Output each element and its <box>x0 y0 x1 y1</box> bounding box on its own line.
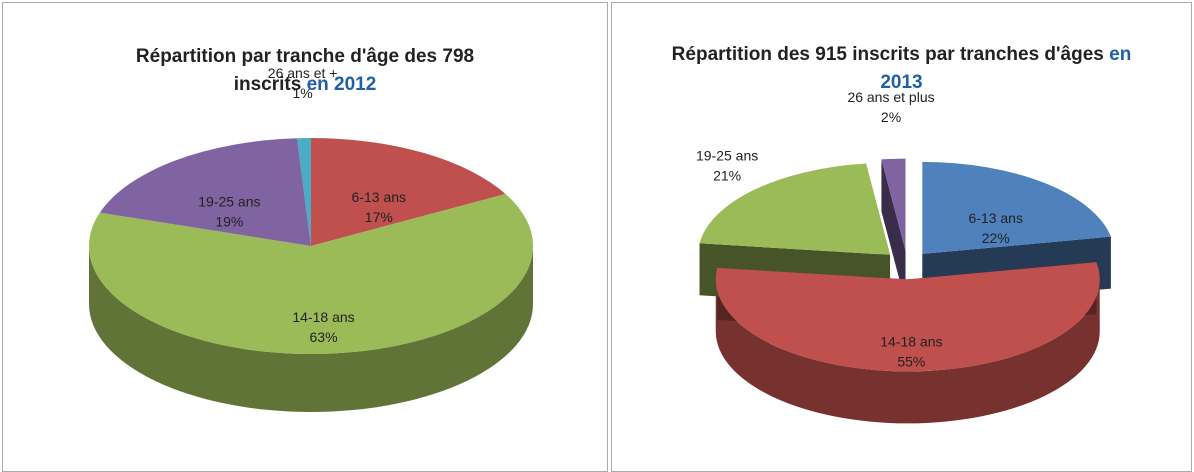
pie-face <box>881 159 906 303</box>
data-label-value: 19% <box>215 214 243 230</box>
data-label-value: 21% <box>713 167 741 183</box>
title-text: Répartition des 915 inscrits par tranche… <box>671 44 1104 65</box>
title-text: Répartition par tranche d'âge des 798 in… <box>135 46 475 95</box>
pie-slice <box>922 161 1111 254</box>
pie-slice <box>99 138 312 246</box>
pie-slice <box>297 138 311 246</box>
data-label-category: 14-18 ans <box>292 309 354 325</box>
pie-slice <box>715 262 1100 372</box>
pie-slice <box>88 193 534 354</box>
data-label-value: 1% <box>293 85 313 101</box>
data-label-category: 19-25 ans <box>198 194 260 210</box>
title-year: en 2013 <box>880 44 1132 93</box>
title-year: en 2012 <box>306 74 377 95</box>
data-label-value: 63% <box>310 329 338 345</box>
pie-slice <box>311 138 506 246</box>
data-label-category: 14-18 ans <box>880 333 942 349</box>
data-label-category: 19-25 ans <box>696 147 758 163</box>
pie-slice <box>881 158 906 251</box>
data-label-value: 55% <box>897 353 925 369</box>
data-label-category: 6-13 ans <box>968 210 1022 226</box>
pie-slice <box>699 163 891 255</box>
chart: 6-13 ans 17% 14-18 ans 63% 19-25 ans 19% 26 an… <box>88 65 534 412</box>
panel: 6-13 ans 22% 14-18 ans 55% 19-25 ans 21% 26 an… <box>611 2 1192 472</box>
data-label-category: 26 ans et plus <box>847 89 934 105</box>
chart: 6-13 ans 22% 14-18 ans 55% 19-25 ans 21% 26 an… <box>696 89 1111 424</box>
panel: 6-13 ans 17% 14-18 ans 63% 19-25 ans 19% 26 an… <box>2 2 608 472</box>
data-label-value: 2% <box>881 109 901 125</box>
chart-title: Répartition par tranche d'âge des 798 in… <box>115 43 495 99</box>
data-label-category: 26 ans et + <box>268 65 338 81</box>
pie-side <box>715 279 1100 424</box>
data-label-category: 6-13 ans <box>352 189 406 205</box>
chart-title: Répartition des 915 inscrits par tranche… <box>662 41 1142 97</box>
data-label-value: 22% <box>982 230 1010 246</box>
pie-side <box>89 246 533 412</box>
data-label-value: 17% <box>365 209 393 225</box>
